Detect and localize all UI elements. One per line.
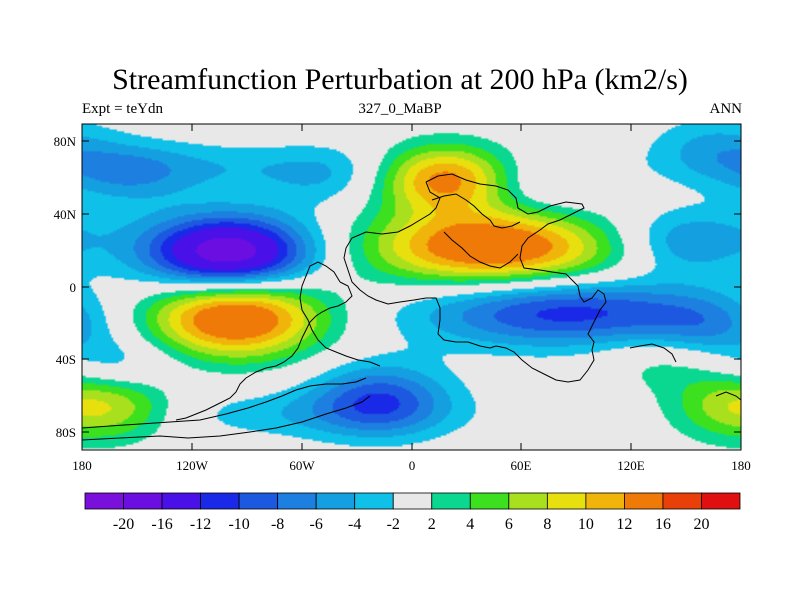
colorbar-swatch — [123, 492, 163, 510]
x-label-60e: 60E — [511, 458, 532, 473]
colorbar-label: 6 — [505, 516, 513, 533]
x-label-120e: 120E — [617, 458, 645, 473]
colorbar-label: -2 — [387, 516, 400, 533]
colorbar-label: 8 — [543, 516, 551, 533]
colorbar-swatch — [200, 492, 240, 510]
colorbar-label: 20 — [693, 516, 709, 533]
x-label-0: 0 — [409, 458, 416, 473]
colorbar-label: -20 — [113, 516, 134, 533]
colorbar-swatch — [392, 492, 433, 510]
coastline-small-east — [629, 343, 677, 363]
colorbar-swatch — [84, 492, 124, 510]
coastline-south-polar — [82, 435, 189, 441]
colorbar-swatch — [161, 492, 201, 510]
x-axis — [81, 124, 742, 450]
x-label-180w: 180 — [72, 458, 92, 473]
coastline-east-africa — [495, 345, 595, 383]
experiment-label: Expt = teYdn — [82, 101, 163, 117]
x-label-180e: 180 — [731, 458, 751, 473]
streamfunction-field — [82, 124, 741, 450]
season-label: ANN — [709, 101, 743, 117]
coastlines — [82, 173, 741, 441]
colorbar-swatch — [624, 492, 664, 510]
colorbar-swatch — [277, 492, 317, 510]
y-label-0: 0 — [70, 280, 77, 295]
colorbar-swatch — [238, 492, 279, 510]
colorbar-label: -12 — [190, 516, 211, 533]
colorbar-label: -4 — [348, 516, 361, 533]
colorbar-swatch — [431, 492, 471, 510]
x-label-60w: 60W — [289, 458, 315, 473]
colorbar-swatch — [508, 492, 548, 510]
colorbar-swatch — [469, 492, 510, 510]
y-label-40n: 40N — [54, 207, 77, 222]
coastline-south-america-east — [175, 281, 353, 421]
y-label-40s: 40S — [56, 352, 76, 367]
coastline-antarctic-peninsula — [82, 377, 367, 429]
colorbar-label: 4 — [466, 516, 474, 533]
y-axis — [82, 140, 741, 433]
coastline-africa-eurasia — [425, 173, 607, 351]
colorbar: -20 -16 -12 -10 -8 -6 -4 -2 2 4 6 8 10 12 16 20 — [84, 492, 741, 533]
colorbar-label: 16 — [655, 516, 671, 533]
y-label-80s: 80S — [56, 425, 76, 440]
coastline-small-island — [715, 391, 741, 401]
colorbar-swatch — [701, 492, 741, 510]
coastline-europe — [431, 193, 521, 229]
coastline-antarctica — [187, 395, 371, 439]
y-label-80n: 80N — [54, 134, 77, 149]
colorbar-label: -6 — [310, 516, 323, 533]
run-label: 327_0_MaBP — [358, 101, 442, 117]
colorbar-label: 12 — [616, 516, 632, 533]
colorbar-swatch — [354, 492, 394, 510]
colorbar-label: -16 — [151, 516, 172, 533]
colorbar-label: 2 — [428, 516, 436, 533]
coastline-africa-west — [343, 181, 497, 349]
coastline-arabia — [443, 231, 519, 269]
plot-title: Streamfunction Perturbation at 200 hPa (… — [112, 63, 688, 96]
colorbar-label: -10 — [228, 516, 249, 533]
colorbar-swatch — [546, 492, 587, 510]
coastline-south-america-west — [299, 261, 381, 367]
colorbar-label: -8 — [271, 516, 284, 533]
x-label-120w: 120W — [176, 458, 209, 473]
colorbar-swatch — [585, 492, 625, 510]
colorbar-swatch — [662, 492, 702, 510]
colorbar-label: 10 — [578, 516, 594, 533]
colorbar-swatch — [315, 492, 356, 510]
